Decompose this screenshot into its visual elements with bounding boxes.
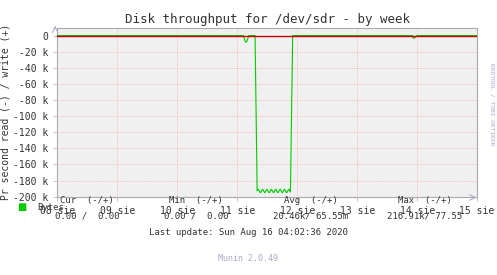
Text: 20.46k/ 65.55m: 20.46k/ 65.55m — [273, 212, 348, 221]
Text: Munin 2.0.49: Munin 2.0.49 — [219, 254, 278, 263]
Text: Last update: Sun Aug 16 04:02:36 2020: Last update: Sun Aug 16 04:02:36 2020 — [149, 228, 348, 237]
Text: ■: ■ — [17, 202, 27, 212]
Text: Max  (-/+): Max (-/+) — [398, 196, 452, 205]
Text: RRDTOOL / TOBI OETIKER: RRDTOOL / TOBI OETIKER — [490, 63, 495, 146]
Text: Bytes: Bytes — [37, 203, 64, 212]
Text: Avg  (-/+): Avg (-/+) — [284, 196, 337, 205]
Y-axis label: Pr second read (-) / write (+): Pr second read (-) / write (+) — [0, 24, 10, 200]
Text: Cur  (-/+): Cur (-/+) — [60, 196, 114, 205]
Text: Min  (-/+): Min (-/+) — [169, 196, 223, 205]
Text: 216.91k/ 77.55: 216.91k/ 77.55 — [387, 212, 463, 221]
Text: 0.00 /  0.00: 0.00 / 0.00 — [164, 212, 229, 221]
Title: Disk throughput for /dev/sdr - by week: Disk throughput for /dev/sdr - by week — [125, 13, 410, 26]
Text: 0.00 /  0.00: 0.00 / 0.00 — [55, 212, 119, 221]
